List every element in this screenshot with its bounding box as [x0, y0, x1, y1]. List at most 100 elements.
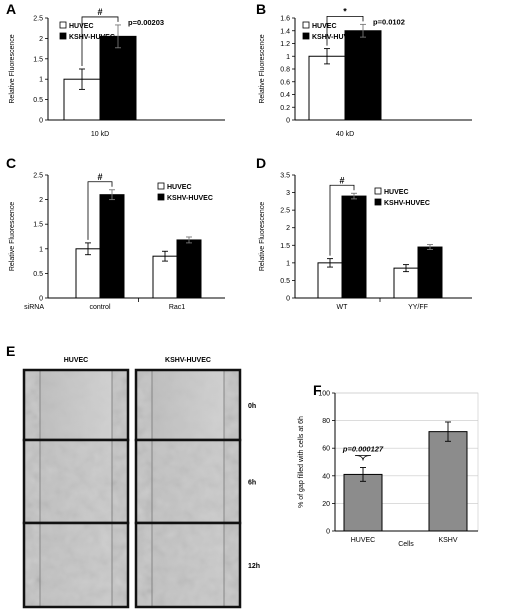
chart-f: F 0 20 40 60 80 100 % of gap filled with cells … — [298, 382, 479, 548]
y-tick-label: 60 — [322, 446, 330, 453]
y-tick-label: 0.8 — [280, 67, 290, 74]
y-tick-label: 1.2 — [280, 41, 290, 48]
y-tick-label: 3 — [286, 190, 290, 197]
wound-gap — [152, 440, 224, 523]
y-tick-label: 0.5 — [33, 271, 43, 278]
legend-label: HUVEC — [384, 189, 409, 196]
wound-gap — [40, 370, 112, 440]
y-tick-label: 1.4 — [280, 28, 290, 35]
micrograph-image — [134, 521, 242, 609]
x-tick-label: 40 kD — [336, 131, 354, 138]
significance-bracket — [326, 15, 364, 46]
y-tick-label: 2 — [39, 36, 43, 43]
chart-d: D 0 0.5 1 1.5 2 2.5 3 3.5 Relative Fluorescence WT… — [256, 155, 472, 311]
bar — [317, 262, 343, 299]
bar — [152, 255, 178, 299]
bar — [393, 267, 419, 299]
legend-swatch — [59, 32, 67, 40]
panel-label: A — [6, 1, 16, 17]
y-axis-label: Relative Fluorescence — [259, 202, 266, 271]
micrograph-image — [22, 368, 130, 442]
bar — [176, 239, 202, 299]
significance-bracket — [329, 184, 355, 256]
y-tick-label: 100 — [318, 391, 330, 398]
x-axis-label: Cells — [398, 541, 414, 548]
x-tick-label: YY/FF — [408, 304, 428, 311]
y-axis-label: Relative Fluorescence — [9, 202, 16, 271]
micrograph-column-label: HUVEC — [64, 357, 89, 364]
x-tick-label: 10 kD — [91, 131, 109, 138]
y-tick-label: 0.4 — [280, 92, 290, 99]
y-tick-label: 1 — [286, 54, 290, 61]
legend-swatch — [59, 21, 67, 29]
micrograph-frame — [134, 521, 242, 609]
legend-label: HUVEC — [167, 184, 192, 191]
y-axis-label: Relative Fluorescence — [9, 34, 16, 103]
y-tick-label: 2.5 — [33, 16, 43, 23]
y-tick-label: 1.5 — [33, 222, 43, 229]
x-tick-label: HUVEC — [351, 537, 376, 544]
micrograph-image — [134, 368, 242, 442]
micrograph-frame — [22, 521, 130, 609]
significance-mark: # — [339, 175, 344, 185]
p-value: p=0.00203 — [128, 18, 164, 27]
significance-bracket — [354, 455, 372, 461]
legend-label: KSHV-HUVEC — [312, 34, 358, 41]
panel-label: D — [256, 155, 266, 171]
bar — [99, 35, 137, 121]
significance-mark: # — [97, 172, 102, 182]
significance-bracket — [87, 181, 113, 240]
bar — [428, 431, 468, 532]
y-tick-label: 3.5 — [280, 173, 290, 180]
legend-swatch — [374, 187, 382, 195]
p-value: p=0.000127 — [342, 445, 384, 454]
y-tick-label: 1 — [39, 77, 43, 84]
legend-label: KSHV-HUVEC — [167, 195, 213, 202]
panel-label: C — [6, 155, 16, 171]
legend-swatch — [374, 198, 382, 206]
legend-swatch — [157, 193, 165, 201]
y-tick-label: 0 — [39, 118, 43, 125]
y-tick-label: 2 — [39, 197, 43, 204]
y-tick-label: 0.5 — [33, 97, 43, 104]
micrograph-row-label: 12h — [248, 563, 260, 570]
p-value: p=0.0102 — [373, 17, 405, 26]
significance-bracket — [81, 16, 119, 66]
y-tick-label: 80 — [322, 418, 330, 425]
micrograph-column-label: KSHV-HUVEC — [165, 357, 211, 364]
wound-gap — [152, 523, 224, 607]
bar — [308, 55, 346, 121]
chart-c: C 0 0.5 1 1.5 2 2.5 Relative Fluorescence contro… — [6, 155, 225, 311]
wound-gap — [40, 523, 112, 607]
chart-a: A 0 0.5 1 1.5 2 2.5 Relative Fluorescence 10 kD #… — [6, 1, 225, 138]
wound-gap — [152, 370, 224, 440]
y-tick-label: 0 — [286, 296, 290, 303]
micrograph-row-label: 0h — [248, 403, 256, 410]
y-tick-label: 0 — [39, 296, 43, 303]
y-tick-label: 0 — [286, 118, 290, 125]
y-axis-label: Relative Fluorescence — [259, 34, 266, 103]
bar — [344, 30, 382, 121]
micrograph-image — [22, 521, 130, 609]
y-tick-label: 1.6 — [280, 16, 290, 23]
significance-mark: # — [97, 7, 102, 17]
y-tick-label: 0 — [326, 529, 330, 536]
legend-label: KSHV-HUVEC — [384, 200, 430, 207]
y-tick-label: 2.5 — [280, 208, 290, 215]
panel-label: E — [6, 343, 15, 359]
wound-gap — [40, 440, 112, 523]
x-tick-label: KSHV — [438, 537, 457, 544]
legend-swatch — [302, 21, 310, 29]
y-tick-label: 1 — [286, 260, 290, 267]
legend-swatch — [302, 32, 310, 40]
y-axis-label: % of gap filled with cells at 6h — [298, 416, 305, 508]
significance-mark: * — [343, 6, 347, 16]
category-axis-label: siRNA — [24, 304, 44, 311]
bar — [75, 248, 101, 299]
x-tick-label: Rac1 — [169, 304, 185, 311]
y-tick-label: 1.5 — [280, 243, 290, 250]
micrograph-panel: E HUVEC KSHV-HUVEC 0h 6h 12h — [6, 343, 260, 609]
x-tick-label: WT — [337, 304, 349, 311]
micrograph-row-label: 6h — [248, 480, 256, 487]
